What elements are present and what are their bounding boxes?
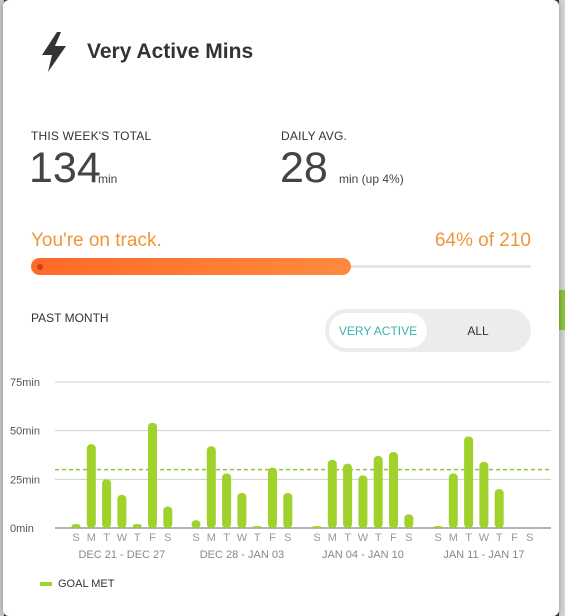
bar xyxy=(404,514,414,528)
progress-fill xyxy=(31,258,351,275)
day-label: T xyxy=(223,532,230,544)
past-month-label: PAST MONTH xyxy=(31,311,109,325)
week-range-label: JAN 04 - JAN 10 xyxy=(322,549,404,561)
day-label: W xyxy=(237,532,248,544)
card-title: Very Active Mins xyxy=(87,40,254,63)
bar xyxy=(222,473,232,528)
lightning-bolt-icon xyxy=(42,32,66,72)
chart-legend: GOAL MET xyxy=(40,578,114,590)
bar xyxy=(268,467,277,528)
daily-avg-label: DAILY AVG. xyxy=(281,129,348,143)
y-axis-tick-label: 75min xyxy=(10,377,40,389)
week-range-label: DEC 21 - DEC 27 xyxy=(78,549,165,561)
bar xyxy=(71,524,81,528)
day-label: T xyxy=(375,532,382,544)
y-axis-tick-label: 25min xyxy=(10,474,40,486)
bar xyxy=(343,463,353,528)
day-label: M xyxy=(87,532,96,544)
day-label: T xyxy=(344,532,351,544)
daily-avg-value: 28 xyxy=(280,144,328,192)
bar xyxy=(102,479,112,528)
bar xyxy=(132,524,142,528)
bar xyxy=(327,459,337,528)
day-label: F xyxy=(390,532,397,544)
day-label: T xyxy=(496,532,503,544)
bar xyxy=(464,436,474,528)
background-accent xyxy=(559,290,565,330)
daily-avg-unit: min (up 4%) xyxy=(339,172,404,186)
day-label: S xyxy=(434,532,441,544)
bar xyxy=(373,455,383,528)
day-label: S xyxy=(526,532,533,544)
bar xyxy=(494,489,504,528)
bar xyxy=(191,520,201,528)
week-total-label: THIS WEEK'S TOTAL xyxy=(31,129,152,143)
bar xyxy=(389,452,398,528)
bar xyxy=(252,526,262,528)
day-label: W xyxy=(117,532,128,544)
progress-message: You're on track. xyxy=(31,230,162,251)
day-label: S xyxy=(192,532,199,544)
day-label: T xyxy=(103,532,110,544)
bar xyxy=(86,444,96,528)
very-active-toggle-button[interactable]: VERY ACTIVE xyxy=(329,313,427,348)
day-label: W xyxy=(479,532,490,544)
day-label: M xyxy=(449,532,458,544)
y-axis-tick-label: 50min xyxy=(10,426,40,438)
day-label: W xyxy=(358,532,369,544)
day-label: T xyxy=(134,532,141,544)
day-label: S xyxy=(164,532,171,544)
week-range-label: DEC 28 - JAN 03 xyxy=(200,549,284,561)
goal-met-label: GOAL MET xyxy=(58,578,115,590)
all-toggle-button[interactable]: ALL xyxy=(467,323,489,338)
week-total-unit: min xyxy=(98,172,118,186)
background-left-edge xyxy=(0,0,4,616)
bar xyxy=(433,526,443,528)
bar xyxy=(163,506,173,528)
bar xyxy=(358,475,368,528)
goal-met-swatch xyxy=(40,582,52,586)
progress-start-dot xyxy=(37,264,43,270)
day-label: S xyxy=(313,532,320,544)
day-label: F xyxy=(149,532,156,544)
day-label: F xyxy=(511,532,518,544)
bar xyxy=(237,492,247,528)
week-total-value: 134 xyxy=(29,144,101,192)
bar xyxy=(312,526,322,528)
bar xyxy=(448,473,458,528)
day-label: T xyxy=(254,532,261,544)
bar xyxy=(479,461,489,528)
progress-percent: 64% of 210 xyxy=(434,230,531,251)
bar xyxy=(148,422,157,528)
card-header: Very Active Mins xyxy=(37,30,253,74)
day-label: T xyxy=(465,532,472,544)
day-label: F xyxy=(269,532,276,544)
bar xyxy=(206,446,216,528)
day-label: M xyxy=(207,532,216,544)
y-axis-tick-label: 0min xyxy=(10,523,34,535)
day-label: S xyxy=(405,532,412,544)
range-toggle: VERY ACTIVE ALL xyxy=(325,309,531,352)
bar xyxy=(117,494,127,528)
bar xyxy=(283,492,293,528)
day-label: S xyxy=(72,532,79,544)
day-label: S xyxy=(284,532,291,544)
day-label: M xyxy=(328,532,337,544)
week-range-label: JAN 11 - JAN 17 xyxy=(443,549,524,561)
